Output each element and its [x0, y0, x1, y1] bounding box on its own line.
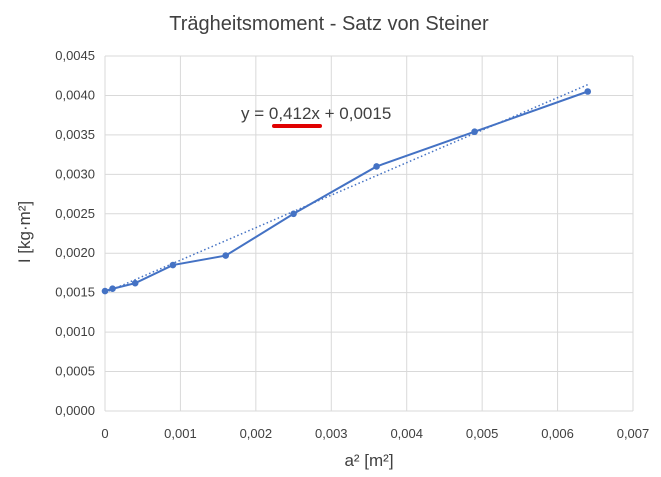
trendline-equation: y = 0,412x + 0,0015	[241, 104, 391, 128]
data-point	[109, 285, 116, 293]
x-tick-label: 0,003	[315, 426, 348, 441]
y-tick-label: 0,0035	[55, 127, 95, 142]
data-point	[471, 128, 478, 136]
data-point	[373, 163, 380, 170]
data-point	[131, 279, 139, 287]
y-tick-label: 0,0010	[55, 324, 95, 339]
x-tick-label: 0,007	[617, 426, 650, 441]
data-point	[290, 210, 297, 218]
data-point	[584, 88, 592, 95]
y-tick-label: 0,0020	[55, 245, 95, 260]
data-series	[101, 88, 592, 295]
data-point	[169, 261, 177, 269]
x-tick-label: 0,002	[240, 426, 273, 441]
y-tick-label: 0,0005	[55, 364, 95, 379]
data-point	[101, 287, 109, 295]
y-tick-label: 0,0030	[55, 166, 95, 181]
x-axis-ticks: 0 0,001 0,002 0,003 0,004 0,005 0,006 0,007	[101, 426, 649, 441]
x-tick-label: 0	[101, 426, 108, 441]
equation-label: y = 0,412x + 0,0015	[241, 104, 391, 123]
y-axis-label: I [kg·m²]	[15, 201, 34, 263]
y-tick-label: 0,0040	[55, 87, 95, 102]
y-tick-label: 0,0000	[55, 403, 95, 418]
chart-title: Trägheitsmoment - Satz von Steiner	[169, 13, 489, 35]
y-tick-label: 0,0015	[55, 285, 95, 300]
x-axis-label: a² [m²]	[344, 451, 393, 470]
x-tick-label: 0,004	[390, 426, 423, 441]
y-tick-label: 0,0045	[55, 48, 95, 63]
y-tick-label: 0,0025	[55, 206, 95, 221]
x-tick-label: 0,006	[541, 426, 574, 441]
data-point	[222, 252, 229, 259]
gridlines	[104, 55, 634, 412]
x-tick-label: 0,001	[164, 426, 197, 441]
y-axis-ticks: 0,0000 0,0005 0,0010 0,0015 0,0020 0,0025 0,00…	[55, 48, 95, 418]
x-tick-label: 0,005	[466, 426, 499, 441]
